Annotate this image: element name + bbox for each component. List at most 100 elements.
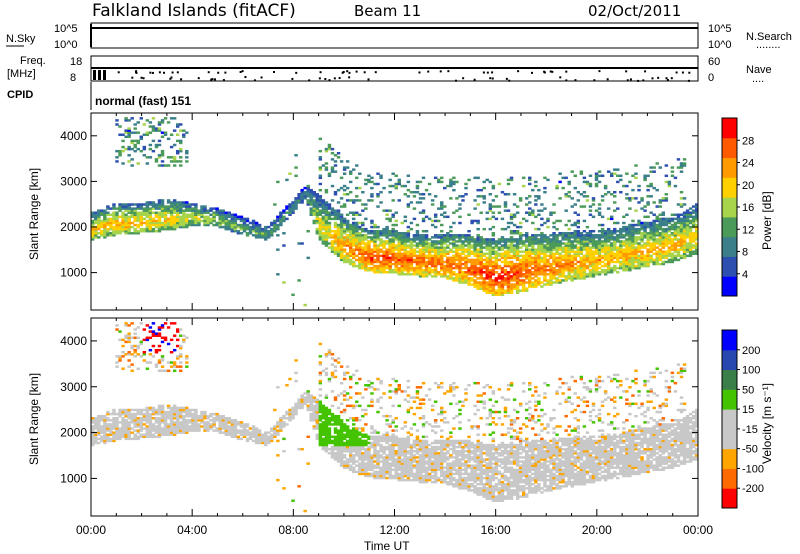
power-cell (273, 223, 277, 227)
power-cell (361, 209, 365, 212)
power-cell (509, 271, 514, 274)
power-cell (382, 260, 386, 264)
power-cell (376, 256, 380, 260)
velocity-cell (148, 408, 153, 412)
power-cell (567, 268, 571, 272)
power-cell (318, 213, 323, 217)
power-cell (531, 209, 535, 212)
power-cell (440, 258, 444, 262)
power-cell (661, 219, 666, 223)
power-cell (591, 258, 596, 262)
power-cell (230, 213, 235, 217)
power-cell (257, 236, 262, 239)
power-cell (643, 229, 647, 233)
power-cell (564, 266, 568, 270)
power-cell (455, 246, 459, 249)
power-cell (100, 219, 104, 223)
power-cell (564, 234, 568, 237)
power-cell (679, 244, 684, 247)
power-cell (694, 229, 699, 233)
power-cell (321, 240, 326, 243)
power-cell (531, 213, 535, 217)
velocity-cell (151, 322, 156, 325)
power-cell (433, 256, 438, 260)
power-cell (376, 225, 380, 229)
power-cell (370, 176, 374, 180)
power-cell (591, 244, 596, 247)
power-cell (649, 246, 653, 249)
power-cell (622, 240, 626, 243)
power-cell (406, 268, 411, 272)
power-cell (245, 232, 250, 235)
power-cell (564, 256, 568, 260)
power-cell (661, 221, 666, 225)
power-cell (358, 256, 362, 260)
power-cell (391, 271, 395, 274)
power-cell (324, 190, 329, 194)
power-cell (300, 188, 304, 192)
power-cell (427, 193, 432, 196)
power-cell (279, 211, 283, 214)
power-cell (367, 250, 371, 253)
power-cell (497, 252, 502, 255)
power-cell (637, 229, 641, 233)
velocity-cell (157, 328, 162, 331)
power-cell (619, 260, 623, 264)
power-cell (455, 258, 459, 262)
power-cell (491, 211, 496, 214)
colorbar-segment (722, 177, 737, 198)
power-cell (606, 244, 611, 247)
power-cell (379, 229, 383, 233)
velocity-cell (185, 431, 189, 434)
power-cell (191, 223, 195, 227)
power-cell (97, 219, 101, 223)
power-cell (352, 242, 356, 245)
velocity-cell (263, 435, 268, 439)
power-cell (397, 252, 401, 255)
power-cell (197, 217, 201, 221)
power-cell (597, 242, 602, 245)
power-cell (588, 182, 593, 186)
power-cell (303, 186, 307, 190)
power-cell (127, 205, 131, 208)
power-cell (397, 266, 401, 270)
power-cell (185, 160, 189, 163)
velocity-cell (279, 429, 283, 432)
power-cell (127, 129, 131, 132)
velocity-cell (191, 419, 195, 422)
power-cell (440, 229, 444, 233)
power-cell (582, 242, 587, 245)
power-cell (163, 221, 168, 225)
power-cell (421, 248, 426, 251)
power-cell (531, 244, 535, 247)
power-cell (476, 188, 480, 192)
velocity-cell (130, 412, 134, 416)
power-cell (613, 195, 617, 198)
power-cell (640, 225, 644, 229)
power-cell (679, 197, 684, 200)
power-cell (458, 264, 462, 268)
power-cell (367, 246, 371, 249)
power-cell (327, 213, 332, 217)
power-cell (543, 207, 547, 210)
power-cell (361, 262, 365, 266)
power-cell (321, 232, 326, 235)
power-cell (634, 236, 638, 239)
power-cell (440, 213, 444, 217)
velocity-cell (297, 404, 301, 408)
power-cell (409, 240, 414, 243)
power-cell (412, 268, 417, 272)
power-cell (145, 229, 150, 233)
power-cell (506, 225, 511, 229)
power-cell (179, 160, 183, 163)
power-cell (467, 277, 471, 280)
power-cell (458, 277, 462, 280)
power-cell (179, 149, 183, 153)
power-cell (470, 268, 474, 272)
power-cell (175, 203, 180, 206)
power-cell (679, 205, 684, 208)
velocity-cell (127, 365, 131, 368)
power-cell (300, 195, 304, 198)
power-cell (118, 225, 122, 229)
power-cell (148, 147, 153, 151)
